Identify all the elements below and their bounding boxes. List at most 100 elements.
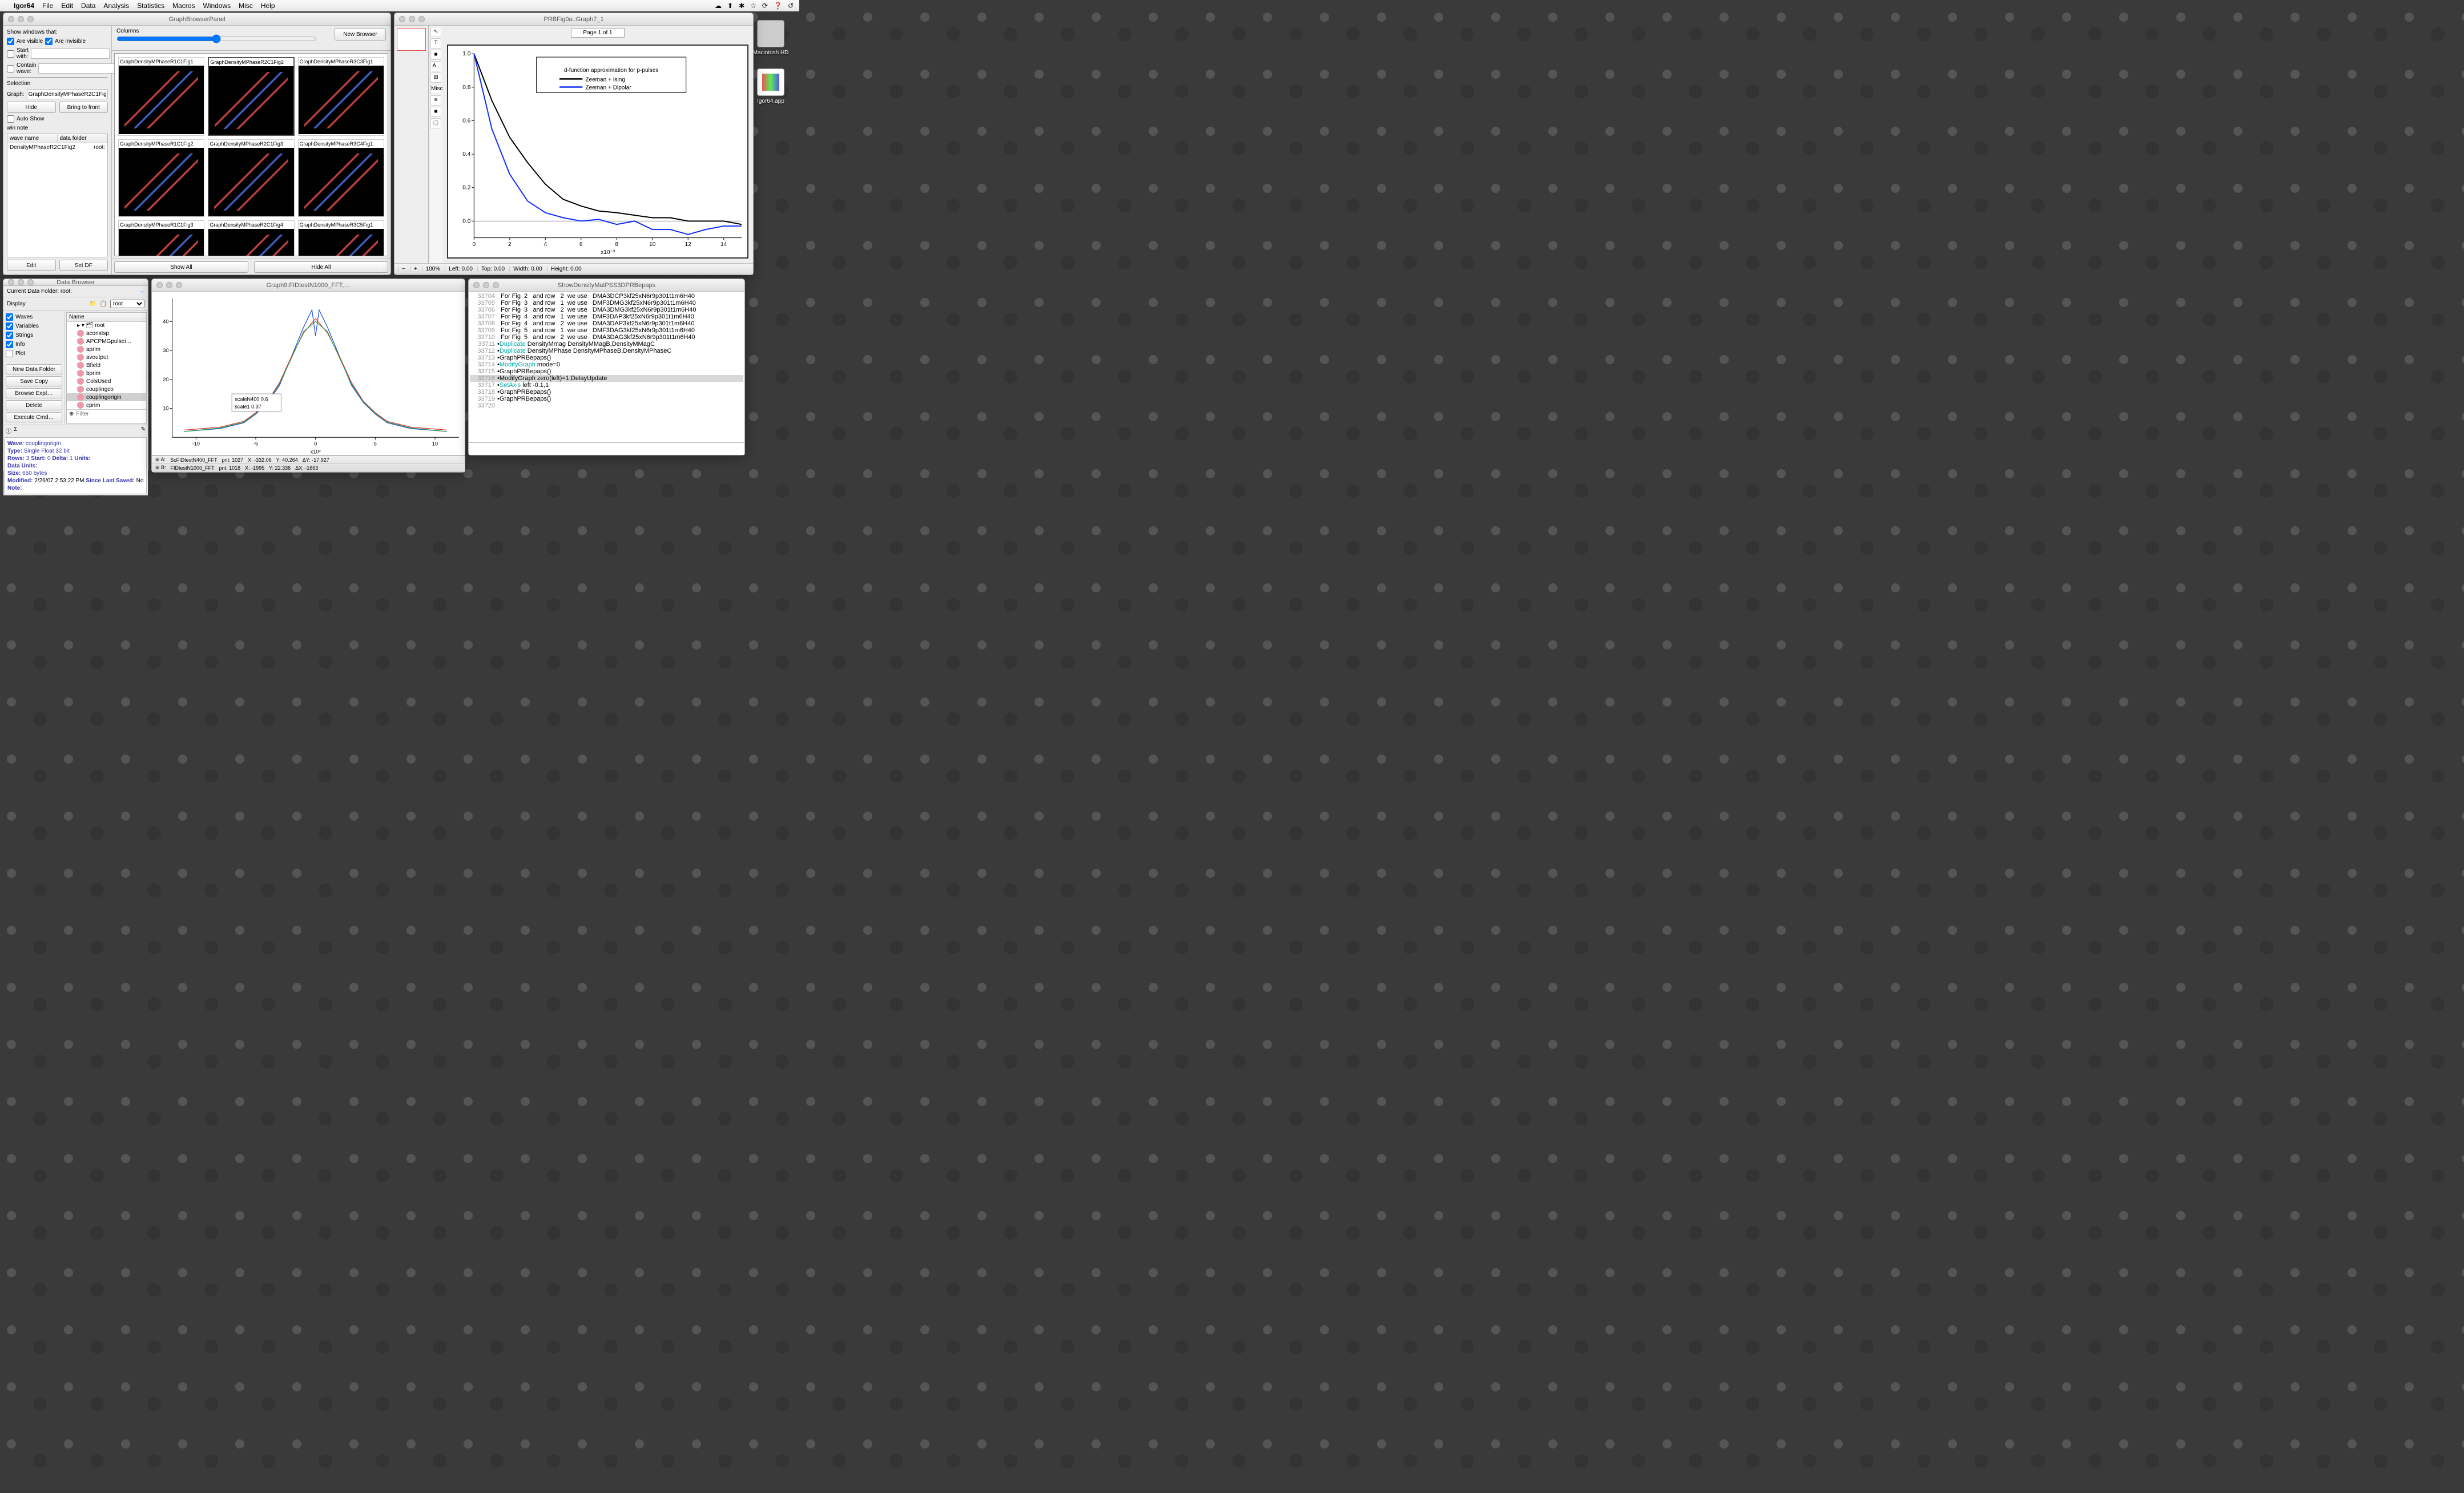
menu-statistics[interactable]: Statistics <box>137 2 164 10</box>
cmd-history[interactable]: 33704 For Fig 2 and row 2 we use DMA3DCP… <box>469 292 744 442</box>
pencil-icon[interactable]: ✎ <box>141 426 146 435</box>
min-icon[interactable] <box>409 16 415 22</box>
start-with-input[interactable] <box>31 49 110 59</box>
menu-file[interactable]: File <box>42 2 53 10</box>
close-icon[interactable] <box>473 282 480 288</box>
tool-button[interactable]: Misc <box>430 84 441 94</box>
status-icon[interactable]: ↺ <box>788 2 794 10</box>
zoom-icon[interactable] <box>27 16 34 22</box>
status-icon[interactable]: ⬆ <box>727 2 733 10</box>
tree-item[interactable]: bprim <box>67 369 146 377</box>
min-icon[interactable] <box>483 282 489 288</box>
wave-row[interactable]: DensityMPhaseR2C1Fig2 <box>10 144 94 151</box>
tool-button[interactable]: ■ <box>430 107 441 117</box>
tree-item[interactable]: Bfield <box>67 361 146 369</box>
status-icon[interactable]: ☆ <box>750 2 756 10</box>
setdf-button[interactable]: Set DF <box>59 260 108 271</box>
new-browser-button[interactable]: New Browser <box>335 28 386 41</box>
status-icon[interactable]: ⟳ <box>762 2 768 10</box>
check-Waves[interactable] <box>6 313 13 321</box>
check-Info[interactable] <box>6 341 13 348</box>
close-icon[interactable] <box>8 16 14 22</box>
db-button[interactable]: New Data Folder <box>6 364 62 374</box>
columns-slider[interactable] <box>116 34 316 43</box>
menu-misc[interactable]: Misc <box>239 2 253 10</box>
zoom-in-icon[interactable]: + <box>410 266 417 272</box>
thumbnail[interactable]: GraphDensityMPhaseR2C1Fig3 <box>208 139 294 217</box>
hide-button[interactable]: Hide <box>7 102 56 113</box>
desktop-app-icon[interactable]: Igor64.app <box>751 68 791 104</box>
close-icon[interactable] <box>8 279 14 285</box>
status-icon[interactable]: ☁ <box>715 2 722 10</box>
are-invisible-check[interactable] <box>45 38 53 45</box>
filter-input[interactable] <box>76 411 147 417</box>
menu-edit[interactable]: Edit <box>61 2 73 10</box>
zoom-icon[interactable] <box>418 16 425 22</box>
desktop-hd-icon[interactable]: Macintosh HD <box>751 20 791 56</box>
check-Variables[interactable] <box>6 322 13 330</box>
close-icon[interactable] <box>156 282 163 288</box>
info-icon[interactable]: ⓘ <box>6 426 11 435</box>
tree-item[interactable]: aconstsp <box>67 329 146 337</box>
tree-item[interactable]: APCPMGpulsei… <box>67 337 146 345</box>
start-with-check[interactable] <box>7 50 14 58</box>
edit-button[interactable]: Edit <box>7 260 56 271</box>
tool-button[interactable]: ↖ <box>430 27 441 37</box>
tree-item[interactable]: ▸ ▾ 🗂 root <box>67 322 146 329</box>
tool-button[interactable]: ⬚ <box>430 118 441 128</box>
db-titlebar[interactable]: Data Browser <box>3 279 148 286</box>
app-name[interactable]: Igor64 <box>14 2 34 10</box>
tree-item[interactable]: ColsUsed <box>67 377 146 385</box>
menu-macros[interactable]: Macros <box>172 2 195 10</box>
tree-item[interactable]: cprim <box>67 401 146 409</box>
check-Plot[interactable] <box>6 350 13 357</box>
prb-titlebar[interactable]: PRBFig0a::Graph7_1 <box>394 13 753 26</box>
thumbnail[interactable]: GraphDensityMPhaseR1C1Fig3 <box>118 220 204 256</box>
wave-list[interactable]: wave namedata folder DensityMPhaseR2C1Fi… <box>7 134 108 257</box>
db-button[interactable]: Execute Cmd… <box>6 412 62 422</box>
menu-windows[interactable]: Windows <box>203 2 231 10</box>
tree-item[interactable]: couplingorigin <box>67 393 146 401</box>
are-visible-check[interactable] <box>7 38 14 45</box>
db-button[interactable]: Delete <box>6 400 62 410</box>
tool-button[interactable]: ≡ <box>430 95 441 106</box>
cmd-input[interactable] <box>469 443 744 455</box>
zoom-icon[interactable] <box>27 279 34 285</box>
thumbnail[interactable]: GraphDensityMPhaseR2C1Fig2 <box>208 57 294 136</box>
status-icon[interactable]: ❓ <box>774 2 782 10</box>
thumbnail[interactable]: GraphDensityMPhaseR1C1Fig1 <box>118 57 204 136</box>
menu-analysis[interactable]: Analysis <box>103 2 129 10</box>
auto-show-check[interactable] <box>7 115 14 123</box>
thumbnail[interactable]: GraphDensityMPhaseR1C1Fig2 <box>118 139 204 217</box>
refresh-icon[interactable]: → <box>139 288 144 294</box>
prb-page-thumb[interactable] <box>397 28 426 51</box>
tree-item[interactable]: aprim <box>67 345 146 353</box>
menu-data[interactable]: Data <box>81 2 95 10</box>
zoom-icon[interactable] <box>493 282 499 288</box>
graph-field[interactable] <box>27 89 108 99</box>
check-Strings[interactable] <box>6 332 13 339</box>
min-icon[interactable] <box>18 16 24 22</box>
hide-all-button[interactable]: Hide All <box>254 261 388 273</box>
tree-item[interactable]: avoutput <box>67 353 146 361</box>
thumbnail[interactable]: GraphDensityMPhaseR3C4Fig1 <box>298 139 384 217</box>
tool-button[interactable]: A.. <box>430 61 441 71</box>
db-button[interactable]: Save Copy <box>6 376 62 386</box>
contain-wave-check[interactable] <box>7 65 14 72</box>
cmd-titlebar[interactable]: ShowDensityMatPSS3DPRBepaps <box>469 279 744 292</box>
tool-button[interactable]: ⊞ <box>430 72 441 83</box>
sum-icon[interactable]: Σ <box>14 426 17 435</box>
thumbnail[interactable]: GraphDensityMPhaseR3C3Fig1 <box>298 57 384 136</box>
tool-button[interactable]: T <box>430 38 441 49</box>
status-icon[interactable]: ✱ <box>739 2 744 10</box>
g9-titlebar[interactable]: Graph9:FIDtestN1000_FFT,… <box>152 279 465 292</box>
min-icon[interactable] <box>18 279 24 285</box>
menu-help[interactable]: Help <box>261 2 275 10</box>
min-icon[interactable] <box>166 282 172 288</box>
zoom-icon[interactable] <box>176 282 182 288</box>
tree-item[interactable]: couplingco <box>67 385 146 393</box>
close-icon[interactable] <box>399 16 405 22</box>
tool-button[interactable]: ■ <box>430 50 441 60</box>
root-select[interactable]: root <box>110 300 144 308</box>
db-tree[interactable]: Name ▸ ▾ 🗂 root aconstsp APCPMGpulsei… a… <box>66 312 147 423</box>
